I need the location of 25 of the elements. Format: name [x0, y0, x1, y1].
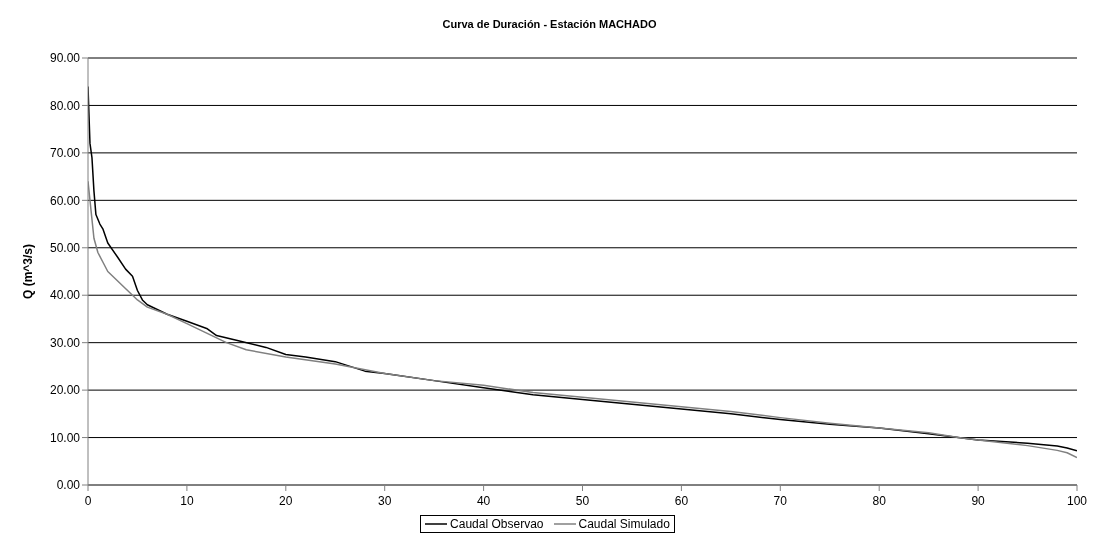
x-tick-label: 90 — [971, 494, 986, 508]
x-tick-label: 60 — [674, 494, 689, 508]
x-tick-label: 50 — [575, 494, 590, 508]
y-tick-label: 10.00 — [49, 430, 81, 445]
x-tick-label: 0 — [84, 494, 92, 508]
x-tick-label: 40 — [476, 494, 491, 508]
x-tick-label: 70 — [773, 494, 788, 508]
x-tick-label: 80 — [872, 494, 887, 508]
x-tick-label: 100 — [1066, 494, 1088, 508]
x-tick-label: 10 — [180, 494, 194, 508]
y-tick-label: 90.00 — [49, 51, 81, 66]
legend-label: Caudal Observao — [450, 517, 544, 531]
y-tick-label: 50.00 — [49, 241, 81, 256]
y-tick-label: 80.00 — [49, 98, 81, 113]
x-tick-label: 30 — [378, 494, 392, 508]
legend-label: Caudal Simulado — [578, 517, 670, 531]
chart-title: Curva de Duración - Estación MACHADO — [441, 17, 658, 32]
y-tick-label: 30.00 — [49, 335, 81, 350]
y-tick-label: 20.00 — [49, 383, 81, 398]
y-tick-label: 70.00 — [49, 146, 81, 161]
x-tick-label: 20 — [279, 494, 293, 508]
y-tick-label: 0.00 — [56, 478, 81, 493]
y-axis-title: Q (m^3/s) — [21, 243, 36, 300]
y-tick-label: 60.00 — [49, 193, 81, 208]
y-tick-label: 40.00 — [49, 288, 81, 303]
